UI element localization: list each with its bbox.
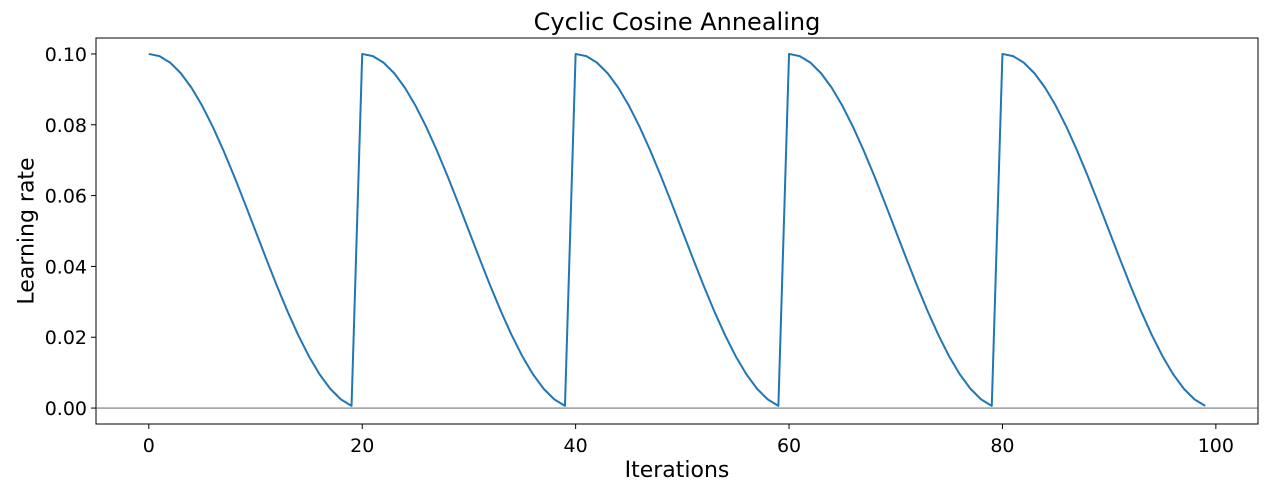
x-tick-label: 0 <box>143 435 155 457</box>
x-tick-label: 100 <box>1198 435 1234 457</box>
y-tick-label: 0.00 <box>45 398 87 420</box>
x-axis: 0 20 40 60 80 100 <box>143 424 1234 457</box>
x-tick-label: 60 <box>777 435 801 457</box>
chart-title: Cyclic Cosine Annealing <box>534 8 821 36</box>
x-axis-label: Iterations <box>625 458 730 483</box>
y-axis-label: Learning rate <box>15 157 40 304</box>
y-axis: 0.00 0.02 0.04 0.06 0.08 0.10 <box>45 44 96 420</box>
plot-frame <box>95 37 1259 425</box>
plot-area <box>95 37 1259 425</box>
x-tick-label: 40 <box>564 435 588 457</box>
y-tick-label: 0.04 <box>45 256 87 278</box>
series-line-0 <box>148 52 1206 407</box>
y-tick-label: 0.10 <box>45 44 87 66</box>
x-tick-label: 20 <box>350 435 374 457</box>
x-tick-label: 80 <box>990 435 1014 457</box>
y-tick-label: 0.02 <box>45 327 87 349</box>
y-tick-label: 0.08 <box>45 115 87 137</box>
y-tick-label: 0.06 <box>45 186 87 208</box>
